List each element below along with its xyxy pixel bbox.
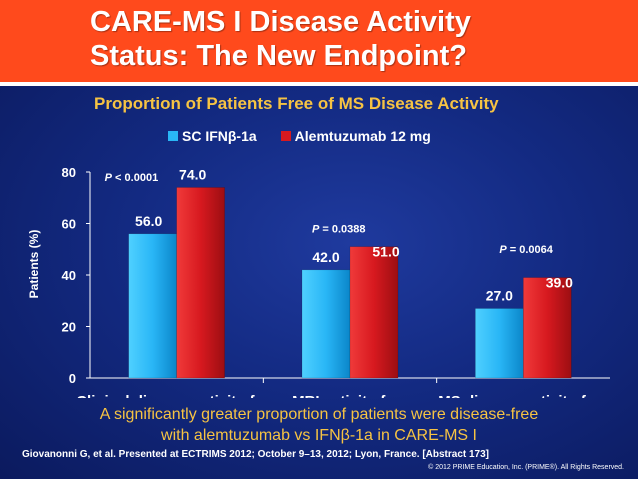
p-value-text: = 0.0388 <box>319 224 365 236</box>
data-label: 74.0 <box>179 166 206 182</box>
legend-item-alemtuzumab: Alemtuzumab 12 mg <box>280 128 431 144</box>
p-value: P = 0.0064 <box>499 244 553 256</box>
y-tick-label: 80 <box>62 165 76 180</box>
data-label: 39.0 <box>546 275 573 291</box>
bar-alemtuzumab <box>349 246 399 379</box>
data-label: 56.0 <box>135 213 162 229</box>
footnote-line-1: A significantly greater proportion of pa… <box>99 406 539 423</box>
y-tick-label: 0 <box>69 371 76 386</box>
y-axis-label: Patients (%) <box>27 230 41 299</box>
x-tick-label: MRI activity-free <box>292 393 408 398</box>
slide-title-line-1: CARE-MS I Disease Activity <box>90 6 471 38</box>
title-bar: CARE-MS I Disease Activity Status: The N… <box>0 0 638 84</box>
p-value-text: < 0.0001 <box>112 172 158 184</box>
data-label: 42.0 <box>312 249 339 265</box>
y-tick-label: 40 <box>62 268 76 283</box>
legend-swatch-ifn <box>168 131 178 141</box>
p-value-letter: P <box>499 244 507 256</box>
p-value: P < 0.0001 <box>105 172 159 184</box>
x-tick-label: Clinical disease activity-free <box>76 393 277 398</box>
bar-alemtuzumab <box>523 277 572 379</box>
footnote: A significantly greater proportion of pa… <box>0 404 638 446</box>
chart-legend: SC IFNβ-1a Alemtuzumab 12 mg <box>168 127 431 145</box>
x-tick-label: MS disease activity-free <box>438 393 608 398</box>
slide-title-line-2: Status: The New Endpoint? <box>90 40 467 72</box>
p-value-letter: P <box>105 172 113 184</box>
chart-title: Proportion of Patients Free of MS Diseas… <box>94 94 499 113</box>
legend-item-ifn: SC IFNβ-1a <box>168 128 257 144</box>
slide-body: Proportion of Patients Free of MS Diseas… <box>0 86 638 479</box>
copyright: © 2012 PRIME Education, Inc. (PRIME®). A… <box>428 464 624 471</box>
bar-ifn <box>128 233 177 379</box>
data-label: 51.0 <box>372 244 399 260</box>
legend-label-ifn: SC IFNβ-1a <box>182 128 257 144</box>
y-tick-label: 60 <box>62 217 76 232</box>
data-label: 27.0 <box>486 287 513 303</box>
citation: Giovanonni G, et al. Presented at ECTRIM… <box>22 449 490 460</box>
bar-ifn <box>475 308 524 379</box>
p-value-text: = 0.0064 <box>507 244 554 256</box>
p-value-letter: P <box>312 224 320 236</box>
legend-swatch-alemtuzumab <box>280 131 291 141</box>
y-tick-label: 20 <box>62 320 76 335</box>
footnote-line-2: with alemtuzumab vs IFNβ-1a in CARE-MS I <box>161 427 477 444</box>
bar-chart: Patients (%) 0 20 40 60 80 56.0 74.0 Clinical di… <box>27 165 610 398</box>
bar-ifn <box>301 269 351 379</box>
legend-label-alemtuzumab: Alemtuzumab 12 mg <box>294 128 431 144</box>
p-value: P = 0.0388 <box>312 224 366 236</box>
bar-alemtuzumab <box>176 187 225 379</box>
